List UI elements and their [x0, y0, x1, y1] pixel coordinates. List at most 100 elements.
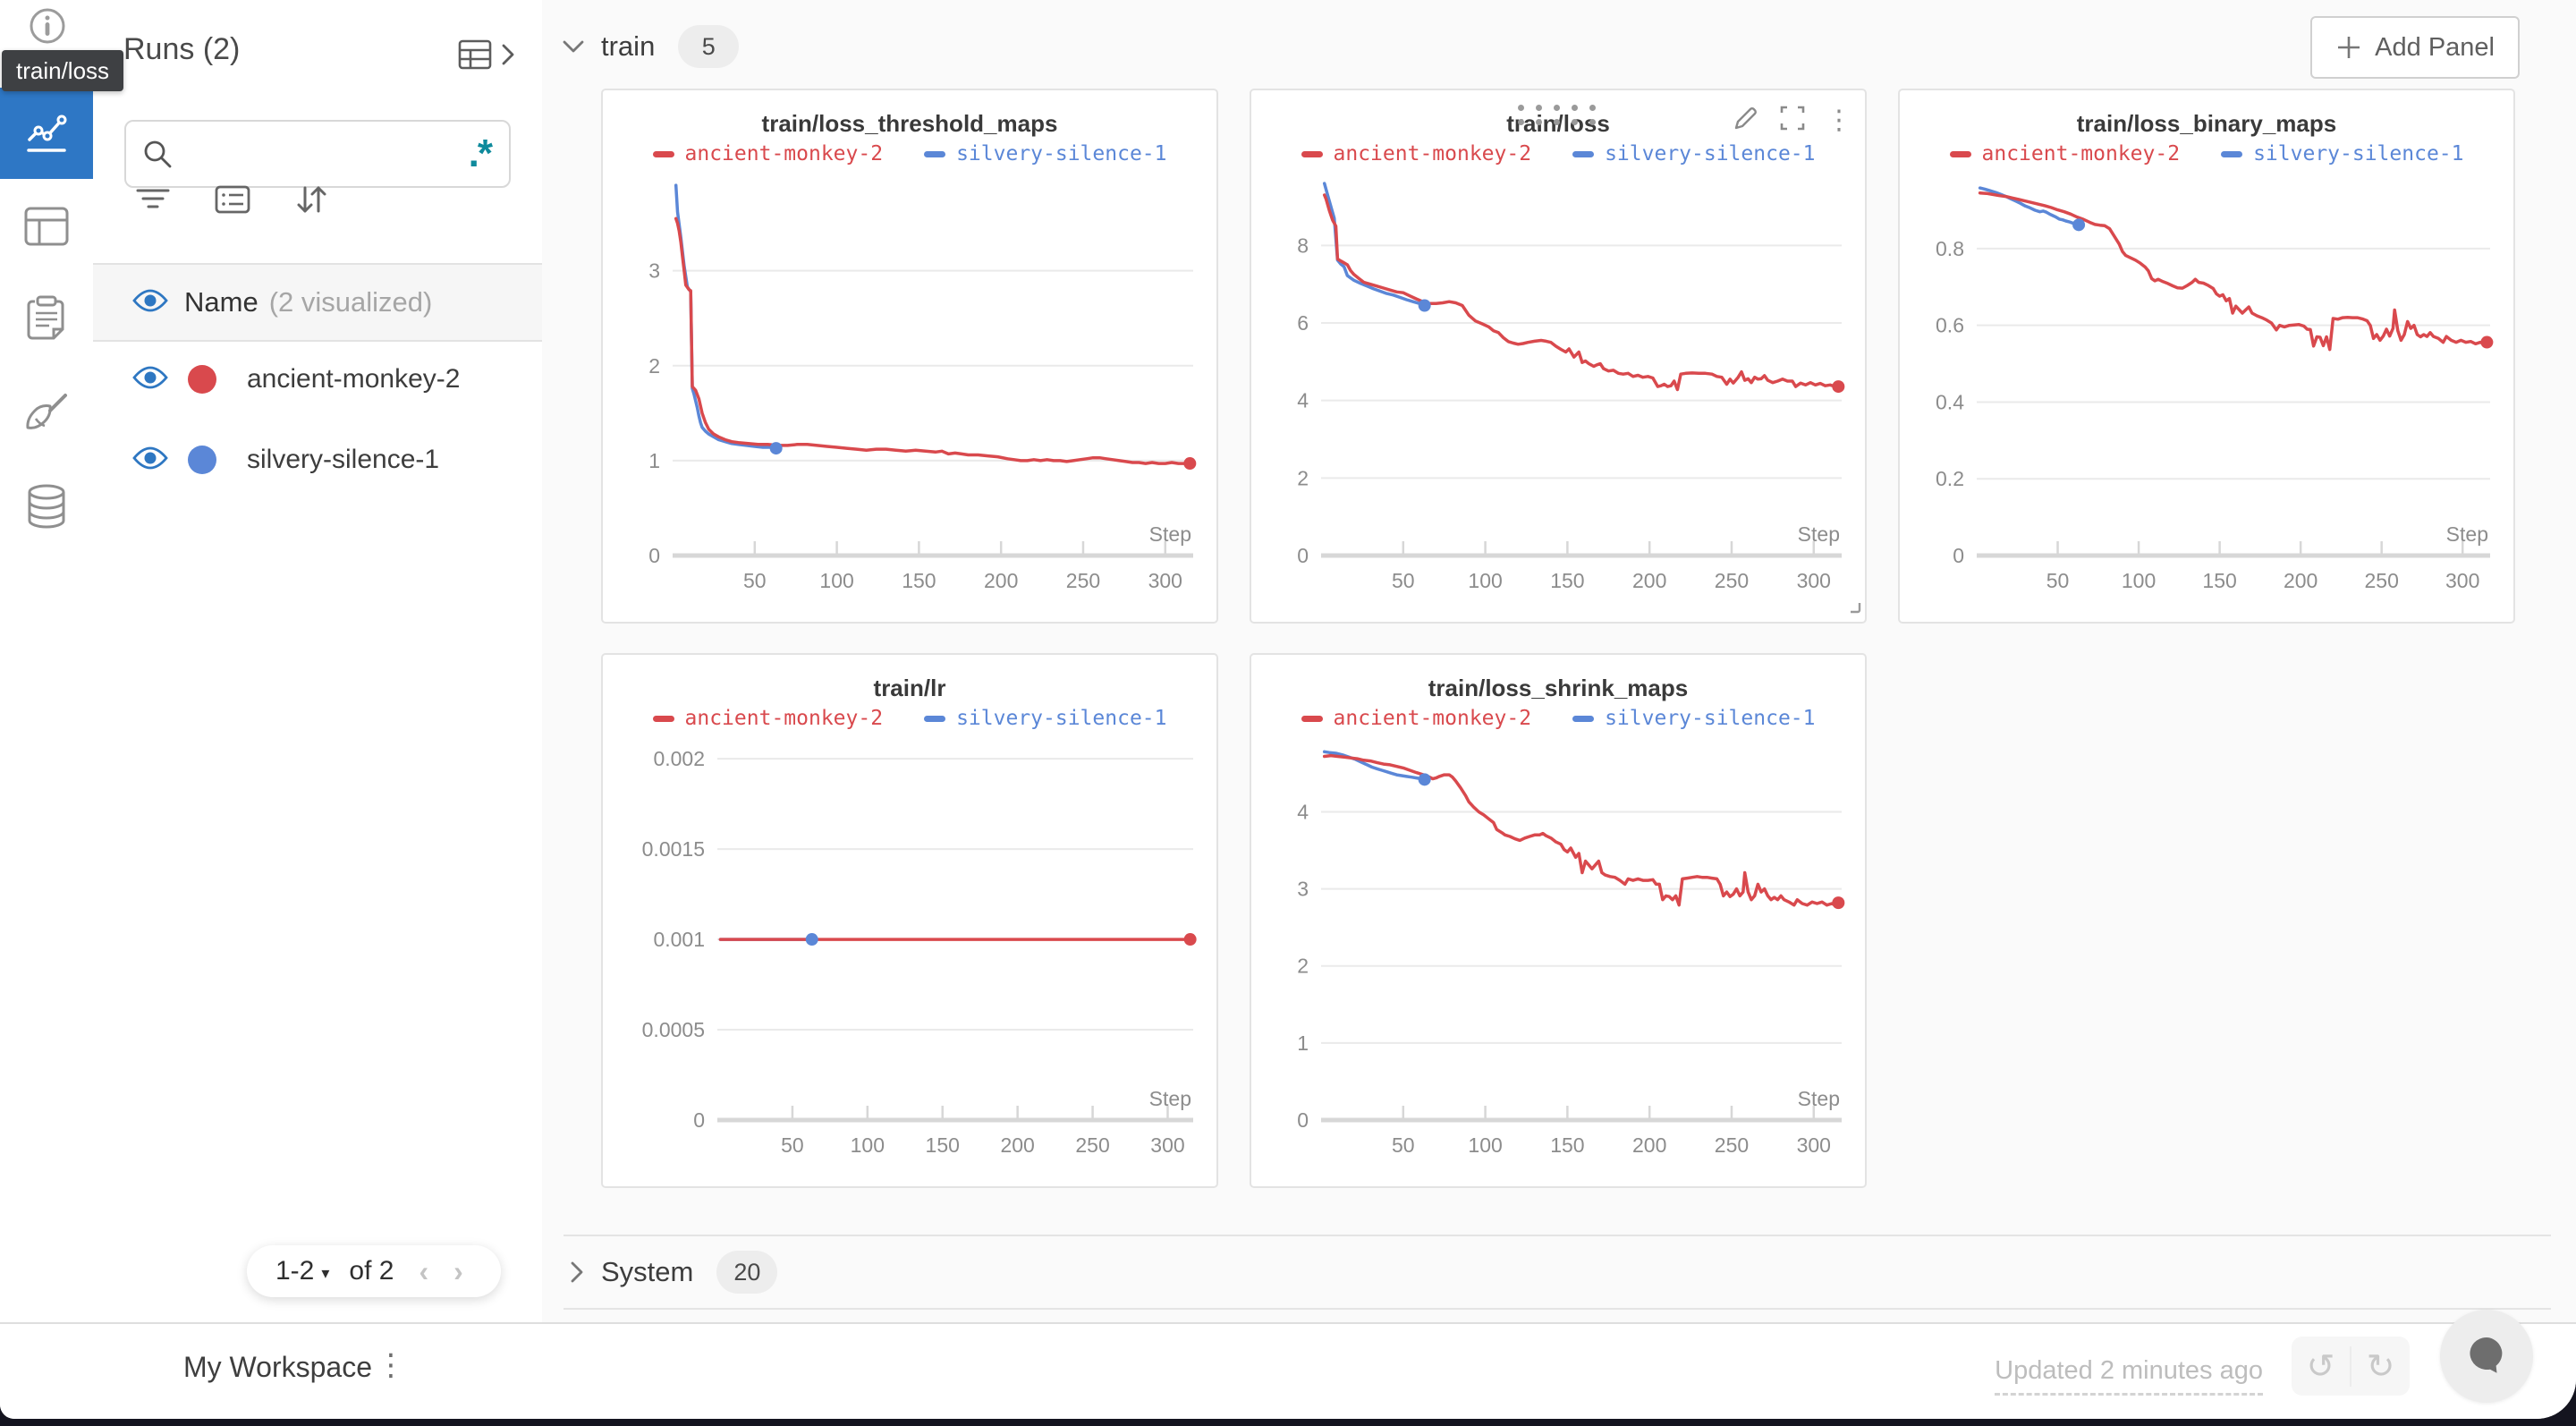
- chart-plot[interactable]: 0 1 2 3 50 100 150 200 250 300 Step: [603, 173, 1216, 620]
- edit-pencil-icon[interactable]: [1733, 105, 1759, 136]
- svg-text:200: 200: [1632, 569, 1666, 592]
- next-page-button[interactable]: ›: [453, 1254, 463, 1287]
- panel-card[interactable]: train/loss_binary_maps ancient-monkey-2 si…: [1898, 89, 2515, 624]
- sidebar-item-logs[interactable]: [0, 273, 93, 364]
- svg-text:100: 100: [1468, 1133, 1502, 1157]
- svg-text:0: 0: [1953, 544, 1964, 567]
- run-name-label[interactable]: silvery-silence-1: [247, 445, 440, 474]
- legend-item[interactable]: silvery-silence-1: [1572, 142, 1815, 166]
- legend-item[interactable]: ancient-monkey-2: [652, 142, 884, 166]
- panel-kebab-icon[interactable]: ⋮: [1826, 105, 1852, 135]
- filter-icon[interactable]: [136, 186, 170, 217]
- sidebar-item-tables[interactable]: [0, 181, 93, 272]
- svg-text:0.6: 0.6: [1936, 314, 1964, 337]
- svg-text:2: 2: [1297, 955, 1309, 978]
- run-search-input[interactable]: [182, 139, 469, 169]
- svg-text:0.0015: 0.0015: [642, 837, 705, 861]
- legend-item[interactable]: ancient-monkey-2: [1949, 142, 2181, 166]
- visibility-eye-icon[interactable]: [132, 365, 168, 395]
- sidebar-item-charts[interactable]: [0, 88, 93, 179]
- run-color-dot: [188, 365, 216, 394]
- resize-handle-icon[interactable]: [1845, 598, 1861, 618]
- legend-item[interactable]: ancient-monkey-2: [1301, 707, 1532, 730]
- page-size-caret-icon[interactable]: ▾: [321, 1263, 330, 1282]
- legend-run-label: silvery-silence-1: [1605, 707, 1816, 730]
- undo-button[interactable]: ↺: [2292, 1345, 2351, 1387]
- chart-plot[interactable]: 0 0.2 0.4 0.6 0.8 50 100 150 200 250 300 Step: [1900, 173, 2513, 620]
- svg-text:4: 4: [1297, 800, 1309, 823]
- table-panel-icon: [24, 207, 69, 246]
- legend-run-label: silvery-silence-1: [1605, 142, 1816, 166]
- svg-text:1: 1: [648, 449, 660, 472]
- group-list-icon[interactable]: [215, 185, 250, 218]
- chart-title: train/loss_shrink_maps: [1428, 675, 1689, 701]
- legend-item[interactable]: ancient-monkey-2: [652, 707, 883, 730]
- svg-text:3: 3: [648, 259, 660, 283]
- svg-text:250: 250: [1066, 569, 1100, 592]
- legend-dash-icon: [924, 150, 946, 157]
- svg-text:100: 100: [1468, 569, 1502, 592]
- redo-button[interactable]: ↻: [2366, 1347, 2395, 1386]
- info-icon[interactable]: [29, 7, 66, 49]
- panel-card[interactable]: train/lossancient-monkey-2silvery-silenc…: [1250, 89, 1867, 624]
- visibility-eye-icon[interactable]: [132, 446, 168, 475]
- legend-dash-icon: [1949, 150, 1971, 157]
- sidebar-item-artifacts[interactable]: [0, 461, 93, 552]
- svg-text:50: 50: [2046, 569, 2070, 592]
- workspace-menu-kebab-icon[interactable]: ⋮: [376, 1348, 406, 1382]
- panel-card[interactable]: train/loss_shrink_maps ancient-monkey-2 si…: [1250, 653, 1867, 1188]
- svg-text:150: 150: [1550, 569, 1584, 592]
- svg-text:300: 300: [1148, 569, 1182, 592]
- svg-text:200: 200: [984, 569, 1018, 592]
- legend-dash-icon: [1301, 150, 1323, 157]
- prev-page-button[interactable]: ‹: [419, 1254, 429, 1287]
- panel-card[interactable]: train/loss_threshold_maps ancient-monkey-…: [601, 89, 1218, 624]
- expand-runs-chevron-icon[interactable]: [499, 41, 517, 72]
- legend-item[interactable]: silvery-silence-1: [924, 707, 1166, 730]
- sidebar-item-sweeps[interactable]: [0, 369, 93, 460]
- chart-legend: ancient-monkey-2 silvery-silence-1: [1251, 142, 1865, 166]
- legend-item[interactable]: silvery-silence-1: [924, 142, 1166, 166]
- section-header-system[interactable]: System 20: [564, 1235, 2551, 1310]
- chart-plot[interactable]: 0 2 4 6 8 50 100 150 200 250 300 Step: [1251, 173, 1865, 620]
- legend-item[interactable]: silvery-silence-1: [1572, 707, 1815, 730]
- help-chat-button[interactable]: [2440, 1310, 2533, 1403]
- drag-handle-icon[interactable]: [1518, 105, 1598, 128]
- last-updated-label[interactable]: Updated 2 minutes ago: [1995, 1356, 2263, 1396]
- name-column-label: Name: [184, 286, 258, 318]
- legend-item[interactable]: silvery-silence-1: [2221, 142, 2463, 166]
- plus-icon: [2338, 37, 2360, 58]
- legend-run-label: ancient-monkey-2: [684, 142, 884, 166]
- panel-actions: ⋮: [1733, 105, 1852, 136]
- svg-text:Step: Step: [1798, 1087, 1840, 1110]
- svg-text:50: 50: [1392, 1133, 1415, 1157]
- run-name-label[interactable]: ancient-monkey-2: [247, 364, 461, 394]
- run-row[interactable]: ancient-monkey-2: [93, 340, 542, 419]
- svg-text:4: 4: [1297, 389, 1309, 412]
- legend-item[interactable]: ancient-monkey-2: [1301, 142, 1531, 166]
- runs-name-header-row[interactable]: Name (2 visualized): [93, 263, 542, 342]
- page-range-label[interactable]: 1-2: [275, 1256, 315, 1286]
- legend-run-label: ancient-monkey-2: [1981, 142, 2181, 166]
- chart-legend: ancient-monkey-2 silvery-silence-1: [603, 707, 1216, 730]
- runs-pagination: 1-2 ▾ of 2 ‹ ›: [247, 1245, 501, 1297]
- run-color-dot: [188, 446, 216, 474]
- svg-text:0: 0: [1297, 1108, 1309, 1132]
- legend-run-label: ancient-monkey-2: [1333, 707, 1532, 730]
- sort-icon[interactable]: [295, 184, 327, 219]
- clipboard-icon: [27, 295, 64, 340]
- regex-toggle-icon[interactable]: .*: [468, 132, 493, 175]
- run-row[interactable]: silvery-silence-1: [93, 420, 542, 499]
- runs-panel-title: Runs (2): [123, 32, 241, 66]
- runs-table-icon[interactable]: [458, 39, 492, 74]
- fullscreen-icon[interactable]: [1779, 105, 1806, 136]
- section-header-train[interactable]: train 5: [562, 25, 740, 68]
- chart-plot[interactable]: 0 0.0005 0.001 0.0015 0.002 50 100 150 200 250 300…: [603, 737, 1216, 1184]
- svg-text:0: 0: [1297, 544, 1309, 567]
- panel-card[interactable]: train/lr ancient-monkey-2 silvery-silence-…: [601, 653, 1218, 1188]
- chart-plot[interactable]: 0 1 2 3 4 50 100 150 200 250 300 Step: [1251, 737, 1865, 1184]
- visibility-eye-icon[interactable]: [132, 288, 168, 318]
- workspace-name-label[interactable]: My Workspace: [183, 1351, 373, 1383]
- add-panel-button[interactable]: Add Panel: [2310, 16, 2520, 79]
